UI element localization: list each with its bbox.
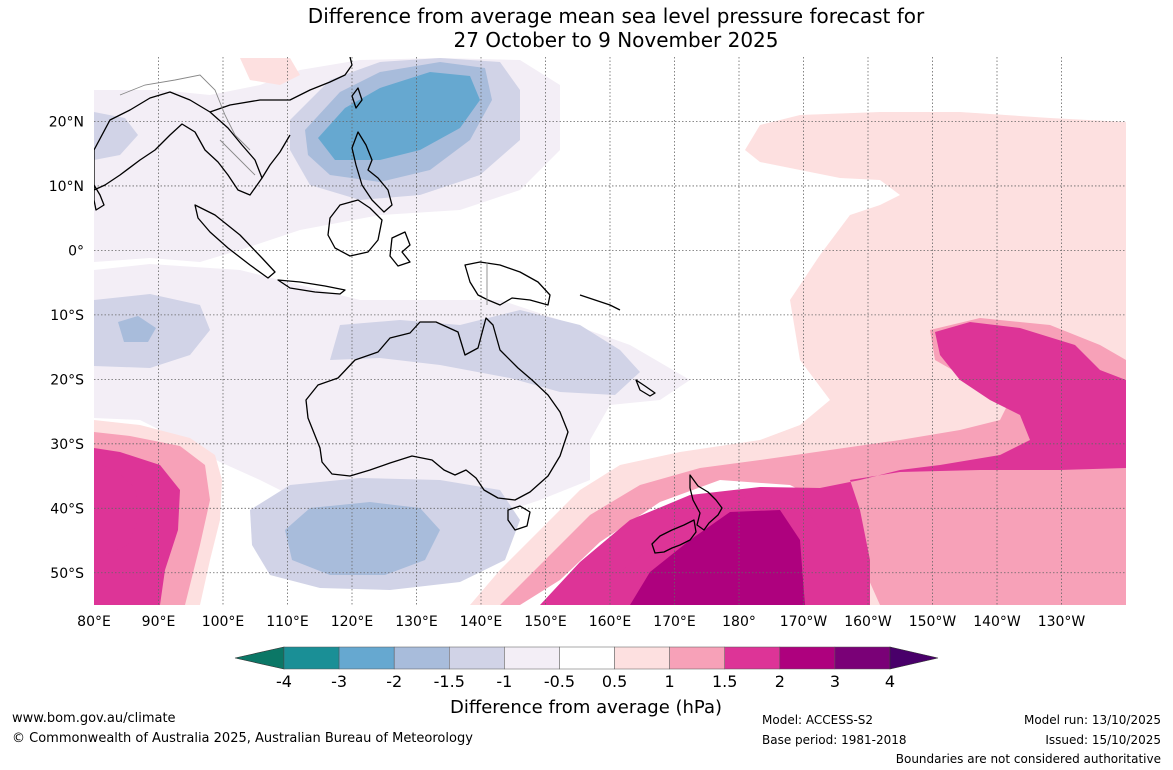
colorbar-tick-label: 2 (775, 672, 785, 691)
lon-label: 180° (722, 614, 756, 630)
coast-sumatra (194, 204, 276, 279)
anomaly-contour-n2 (318, 72, 480, 160)
model-text: Model: ACCESS-S2 (762, 713, 874, 727)
coast-mainland-asia (94, 91, 263, 196)
colorbar-segment (393, 646, 450, 670)
coast-australia (305, 317, 569, 501)
coast-sri-lanka (94, 184, 105, 211)
coast-new-guinea (464, 261, 551, 306)
colorbar-segment (504, 646, 560, 670)
lat-label: 50°S (50, 566, 84, 582)
anomaly-contour-p2 (94, 462, 140, 560)
colorbar-tick-label: 1.5 (712, 672, 737, 691)
lat-label: 20°N (49, 114, 84, 130)
model-run-text: Model run: 13/10/2025 (1023, 713, 1161, 727)
colorbar-segment (283, 646, 340, 670)
colorbar-tick-label: -4 (276, 672, 292, 691)
coast-borneo (327, 199, 383, 257)
lon-label: 170°W (780, 614, 828, 630)
colorbar-segment (338, 646, 395, 670)
latitude-labels: 20°N 10°N 0° 10°S 20°S 30°S 40°S 50°S (49, 114, 84, 581)
colorbar-segment (834, 646, 891, 670)
colorbar-tick-label: -1 (496, 672, 512, 691)
anomaly-contour-p05 (240, 58, 300, 85)
lat-label: 10°S (50, 308, 84, 324)
coast-solomons (579, 294, 621, 311)
title-line-2: 27 October to 9 November 2025 (453, 28, 779, 52)
anomaly-contour-n1 (330, 310, 640, 395)
lon-label: 150°E (524, 614, 567, 630)
lon-label: 80°E (77, 614, 111, 630)
coast-tasmania (507, 505, 531, 531)
colorbar-tick-label: -2 (386, 672, 402, 691)
colorbar-extend-high (889, 646, 939, 670)
coast-taiwan (351, 87, 363, 109)
coast-new-caledonia (635, 379, 656, 397)
coastlines (94, 57, 723, 554)
colorbar-segment (614, 646, 670, 670)
chart-title: Difference from average mean sea level p… (0, 4, 1173, 52)
coast-sulawesi (389, 231, 411, 267)
colorbar-segment (724, 646, 781, 670)
longitude-labels: 80°E 90°E 100°E 110°E 120°E 130°E 140°E 150°E 16… (77, 614, 1085, 630)
lon-label: 130°E (395, 614, 438, 630)
lon-label: 150°W (909, 614, 957, 630)
coast-new-zealand-north (689, 474, 723, 531)
coast-new-zealand-south (651, 519, 697, 554)
colorbar-title: Difference from average (hPa) (450, 697, 722, 718)
lat-label: 30°S (50, 437, 84, 453)
colorbar-tick-label: -0.5 (544, 672, 575, 691)
colorbar-tick-label: 0.5 (602, 672, 627, 691)
colorbar-tick-label: 3 (830, 672, 840, 691)
lon-label: 160°W (844, 614, 892, 630)
coast-china (209, 57, 353, 179)
colorbar-tick-label: -3 (331, 672, 347, 691)
anomaly-contour-p3 (630, 510, 805, 605)
anomaly-contour-n15 (118, 316, 156, 342)
coast-philippines (351, 131, 393, 213)
lon-label: 90°E (142, 614, 176, 630)
base-period-text: Base period: 1981-2018 (762, 733, 907, 747)
lon-label: 100°E (202, 614, 245, 630)
lat-label: 0° (68, 243, 84, 259)
title-line-1: Difference from average mean sea level p… (307, 4, 925, 28)
colorbar-segment (559, 646, 615, 670)
colorbar-segment (449, 646, 505, 670)
anomaly-contour-p1 (500, 318, 1126, 605)
lat-label: 20°S (50, 372, 84, 388)
colorbar-tick-label: 4 (885, 672, 895, 691)
lon-label: 120°E (331, 614, 374, 630)
graticule (94, 57, 1126, 605)
colorbar-tick-label: -1.5 (434, 672, 465, 691)
lon-label: 140°E (460, 614, 503, 630)
lon-label: 140°W (973, 614, 1021, 630)
map-area (94, 57, 1126, 605)
coast-java (277, 279, 346, 295)
disclaimer-text: Boundaries are not considered authoritat… (895, 752, 1161, 766)
copyright-text: © Commonwealth of Australia 2025, Austra… (12, 731, 473, 746)
lon-label: 170°E (653, 614, 696, 630)
lat-label: 40°S (50, 501, 84, 517)
lon-label: 160°E (589, 614, 632, 630)
website-text: www.bom.gov.au/climate (12, 711, 176, 726)
country-borders (119, 74, 488, 305)
anomaly-contour-n15 (285, 502, 440, 575)
issued-text: Issued: 15/10/2025 (1045, 733, 1161, 747)
colorbar-segment (669, 646, 725, 670)
colorbar-tick-label: 1 (665, 672, 675, 691)
anomaly-low-australia (94, 264, 690, 590)
anomaly-contour-n1 (94, 112, 138, 160)
lat-label: 10°N (49, 179, 84, 195)
anomaly-high-indian-ocean (94, 420, 222, 605)
lon-label: 110°E (266, 614, 309, 630)
anomaly-high-pacific (240, 58, 1126, 605)
lon-label: 130°W (1038, 614, 1086, 630)
colorbar-segment (779, 646, 836, 670)
colorbar-extend-low (234, 646, 285, 670)
colorbar: -4 -3 -2 -1.5 -1 -0.5 0.5 1 1.5 2 3 4 (234, 646, 939, 691)
